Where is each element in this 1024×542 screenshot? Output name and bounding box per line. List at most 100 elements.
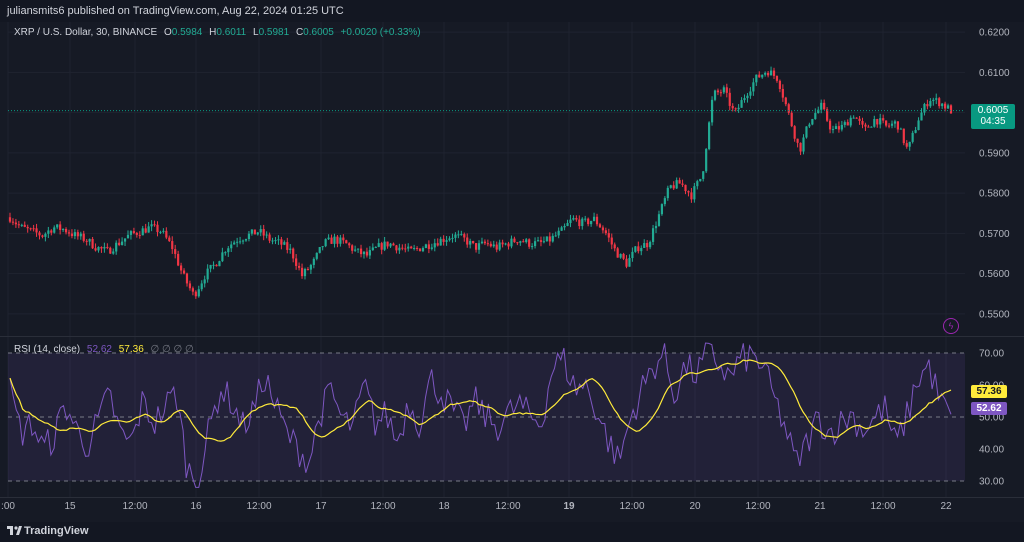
candle-body — [654, 225, 658, 229]
candle-body — [454, 234, 457, 238]
open-value: 0.5984 — [171, 27, 203, 38]
candle-body — [392, 243, 395, 246]
candle-body — [823, 102, 826, 110]
candle-body — [348, 243, 351, 246]
candle-body — [769, 70, 773, 76]
candle-body — [601, 227, 605, 231]
chart-area[interactable] — [0, 22, 1024, 522]
open-label: O — [163, 27, 172, 38]
time-tick-label: 17 — [315, 501, 327, 512]
candle-body — [755, 74, 758, 83]
candle-body — [215, 264, 218, 267]
time-tick-label: 22 — [940, 501, 952, 512]
candle-body — [11, 221, 15, 223]
candle-body — [236, 241, 239, 243]
candle-body — [356, 248, 360, 250]
candle-body — [864, 124, 867, 127]
rsi-tick-label: 30.00 — [979, 477, 1004, 488]
candle-body — [227, 248, 230, 253]
candle-body — [359, 248, 363, 255]
time-tick-label: 12:00 — [246, 501, 271, 512]
lightning-icon[interactable]: ϟ — [943, 318, 959, 334]
candle-body — [472, 240, 475, 244]
rsi-tick-label: 40.00 — [979, 445, 1004, 456]
candle-body — [415, 247, 419, 249]
time-tick-label: 16 — [190, 501, 202, 512]
candle-body — [135, 232, 138, 235]
candle-body — [50, 230, 53, 233]
candle-body — [604, 230, 607, 234]
time-tick-label: 12:00 — [870, 501, 895, 512]
candle-body — [206, 268, 209, 280]
candle-body — [53, 227, 56, 233]
candle-body — [368, 250, 371, 256]
candle-body — [702, 171, 705, 179]
candle-body — [805, 126, 808, 138]
candle-body — [592, 216, 596, 221]
candle-body — [295, 258, 298, 266]
candle-body — [73, 232, 76, 237]
candle-body — [182, 270, 186, 274]
candle-body — [233, 242, 236, 245]
candle-body — [191, 288, 194, 292]
candle-body — [551, 235, 554, 242]
candle-body — [666, 187, 669, 199]
candle-body — [826, 109, 829, 121]
candle-body — [808, 124, 811, 127]
candle-body — [616, 248, 619, 258]
candle-body — [793, 126, 796, 139]
candle-body — [542, 241, 546, 243]
candle-body — [256, 232, 259, 235]
candle-body — [790, 112, 793, 127]
candle-body — [262, 229, 265, 236]
candle-body — [436, 243, 439, 246]
candle-body — [817, 109, 820, 114]
candle-body — [445, 240, 448, 242]
candle-body — [873, 119, 876, 127]
candle-body — [410, 246, 413, 249]
candle-body — [896, 121, 900, 130]
candle-body — [365, 251, 369, 256]
candle-body — [716, 90, 720, 93]
rsi-options: ∅ ∅ ∅ ∅ — [150, 344, 194, 355]
symbol-name[interactable]: XRP / U.S. Dollar, 30, BINANCE — [14, 27, 158, 38]
candle-body — [932, 99, 935, 102]
candle-body — [76, 232, 79, 237]
candle-body — [123, 238, 127, 242]
candle-body — [153, 224, 156, 226]
candle-body — [253, 229, 256, 235]
rsi-label[interactable]: RSI (14, close) — [14, 344, 81, 355]
candle-body — [200, 283, 203, 290]
candle-body — [902, 128, 905, 144]
candle-body — [643, 243, 646, 248]
candle-body — [938, 98, 941, 107]
candle-body — [911, 132, 914, 142]
candle-body — [669, 185, 672, 188]
candle-body — [138, 234, 141, 236]
candle-body — [280, 239, 283, 245]
price-tick-label: 0.5500 — [979, 309, 1010, 320]
candle-body — [870, 126, 873, 128]
candle-body — [109, 247, 112, 254]
candle-body — [212, 264, 215, 266]
candle-body — [837, 126, 841, 130]
candle-body — [861, 120, 864, 125]
candle-body — [507, 243, 510, 247]
close-label: C — [295, 27, 304, 38]
candle-body — [141, 228, 144, 236]
candle-body — [118, 242, 121, 245]
candle-body — [684, 184, 687, 192]
candle-body — [923, 104, 926, 113]
candle-body — [197, 289, 200, 297]
rsi-legend: RSI (14, close) 52.62 57.36 ∅ ∅ ∅ ∅ — [14, 344, 194, 355]
price-tick-label: 0.5800 — [979, 189, 1010, 200]
candle-body — [569, 219, 572, 224]
candle-body — [165, 230, 168, 238]
candle-body — [876, 119, 879, 125]
candle-body — [29, 228, 32, 230]
candle-body — [460, 234, 463, 236]
price-tick-label: 0.5700 — [979, 229, 1010, 240]
candle-body — [265, 234, 268, 236]
candle-body — [536, 240, 540, 242]
